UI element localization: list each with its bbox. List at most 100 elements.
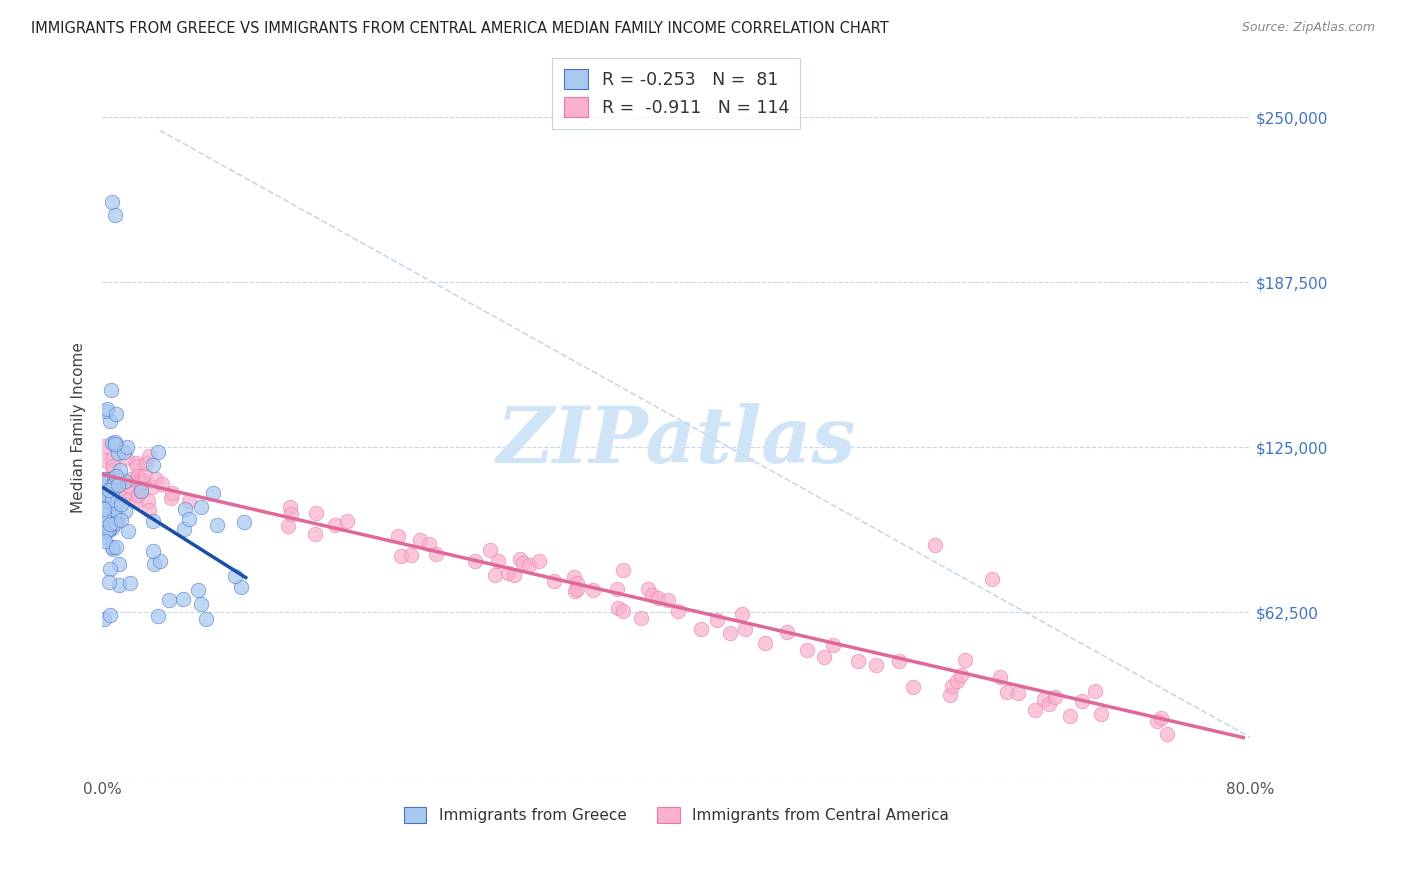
Point xyxy=(105,540,128,554)
Point xyxy=(107,511,129,525)
Point xyxy=(612,564,634,578)
Point xyxy=(94,524,117,538)
Point xyxy=(529,554,551,568)
Point xyxy=(101,478,124,492)
Point xyxy=(641,588,664,602)
Point xyxy=(938,688,960,702)
Point xyxy=(179,511,201,525)
Point xyxy=(94,472,117,486)
Point xyxy=(981,572,1004,586)
Point xyxy=(98,472,121,486)
Point xyxy=(323,518,346,533)
Point xyxy=(924,538,946,552)
Point xyxy=(142,544,165,558)
Point xyxy=(953,653,976,667)
Point xyxy=(93,512,115,526)
Point xyxy=(484,568,506,582)
Point xyxy=(98,562,121,576)
Point xyxy=(98,475,121,489)
Point xyxy=(108,578,131,592)
Point xyxy=(100,540,122,554)
Point xyxy=(305,506,328,520)
Point xyxy=(104,208,127,222)
Point xyxy=(134,475,156,489)
Point xyxy=(118,575,141,590)
Point xyxy=(1070,694,1092,708)
Point xyxy=(172,592,194,607)
Point xyxy=(813,649,835,664)
Point xyxy=(606,582,628,596)
Point xyxy=(143,557,166,571)
Point xyxy=(97,483,120,497)
Point xyxy=(93,487,115,501)
Point xyxy=(564,583,586,598)
Point xyxy=(118,491,141,506)
Point xyxy=(731,607,754,621)
Point xyxy=(149,554,172,568)
Point xyxy=(101,194,124,209)
Point xyxy=(142,458,165,473)
Point xyxy=(94,533,117,548)
Point xyxy=(145,472,167,486)
Point xyxy=(387,529,409,543)
Point xyxy=(796,642,818,657)
Point xyxy=(104,475,127,490)
Point xyxy=(995,685,1018,699)
Point xyxy=(96,403,118,417)
Point xyxy=(101,436,124,450)
Point xyxy=(94,487,117,501)
Point xyxy=(389,549,412,563)
Point xyxy=(846,654,869,668)
Point xyxy=(486,554,509,568)
Point xyxy=(110,513,132,527)
Point xyxy=(174,502,197,516)
Point xyxy=(131,484,153,499)
Point xyxy=(179,494,201,508)
Point xyxy=(409,533,432,547)
Point xyxy=(734,623,756,637)
Point xyxy=(100,452,122,467)
Point xyxy=(125,459,148,474)
Point xyxy=(509,552,531,566)
Point xyxy=(1090,706,1112,721)
Point xyxy=(128,473,150,487)
Point xyxy=(103,482,125,496)
Point xyxy=(138,503,160,517)
Point xyxy=(425,547,447,561)
Point xyxy=(1032,692,1054,706)
Point xyxy=(125,456,148,470)
Point xyxy=(103,506,125,520)
Point xyxy=(105,439,128,453)
Point xyxy=(94,439,117,453)
Point xyxy=(201,486,224,500)
Point xyxy=(865,657,887,672)
Point xyxy=(160,491,183,506)
Point xyxy=(190,500,212,514)
Point xyxy=(107,478,129,492)
Point xyxy=(108,558,131,572)
Point xyxy=(118,479,141,493)
Point xyxy=(120,472,142,486)
Point xyxy=(136,493,159,508)
Point xyxy=(98,414,121,428)
Point xyxy=(150,477,173,491)
Point xyxy=(103,458,125,473)
Point xyxy=(950,668,973,682)
Text: Source: ZipAtlas.com: Source: ZipAtlas.com xyxy=(1241,21,1375,34)
Point xyxy=(399,548,422,562)
Point xyxy=(988,670,1011,684)
Point xyxy=(1156,726,1178,740)
Point xyxy=(131,481,153,495)
Point xyxy=(105,469,128,483)
Point xyxy=(1007,686,1029,700)
Point xyxy=(689,622,711,636)
Point xyxy=(117,524,139,538)
Point xyxy=(148,609,170,624)
Point xyxy=(103,510,125,524)
Point xyxy=(101,541,124,556)
Point xyxy=(562,570,585,584)
Point xyxy=(277,518,299,533)
Point xyxy=(224,568,246,582)
Point xyxy=(93,472,115,486)
Point xyxy=(115,440,138,454)
